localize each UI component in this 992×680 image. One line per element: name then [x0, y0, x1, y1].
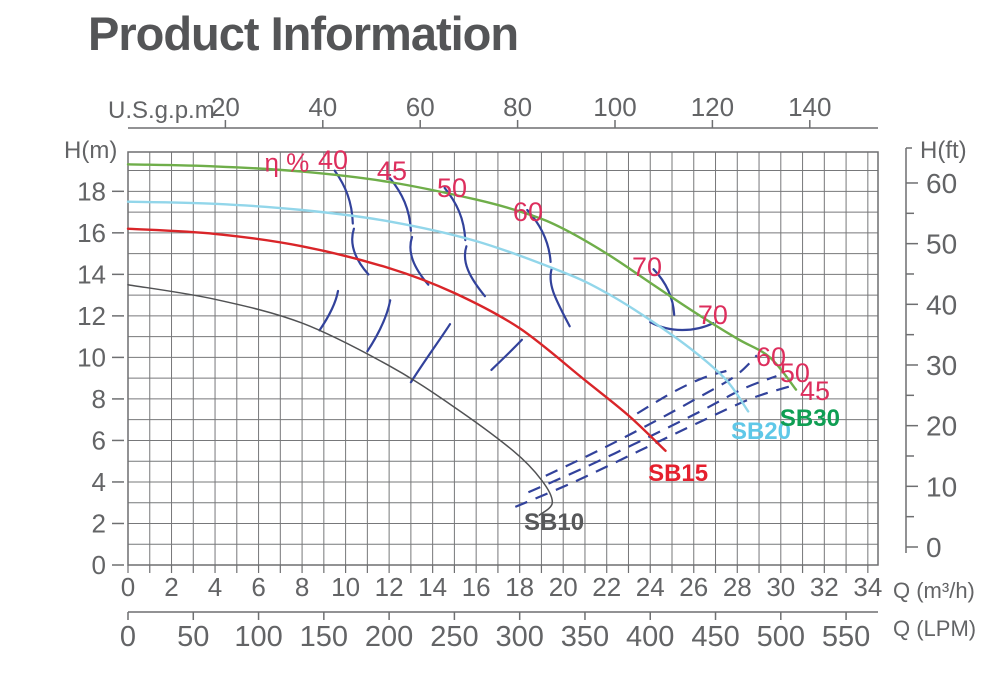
bottom-m3h-tick-label: 14: [418, 572, 447, 602]
efficiency-contour-eta50-b: [463, 245, 486, 298]
right-axis-tick-label: 30: [926, 350, 957, 381]
bottom-lpm-tick-label: 400: [626, 621, 674, 653]
top-axis-tick-label: 20: [211, 92, 240, 122]
bottom-m3h-tick-label: 6: [251, 572, 265, 602]
bottom-m3h-tick-label: 28: [723, 572, 752, 602]
bottom-lpm-unit-label: Q (LPM): [893, 616, 976, 641]
page-title: Product Information: [88, 7, 519, 60]
left-axis-tick-label: 2: [92, 508, 106, 538]
bottom-m3h-tick-label: 2: [164, 572, 178, 602]
bottom-lpm-tick-label: 350: [561, 621, 609, 653]
bottom-lpm-tick-label: 50: [177, 621, 209, 653]
bottom-m3h-unit-label: Q (m³/h): [893, 578, 975, 603]
right-axis-tick-label: 20: [926, 411, 957, 442]
bottom-m3h-tick-label: 18: [505, 572, 534, 602]
top-axis-tick-label: 40: [308, 92, 337, 122]
left-axis-tick-label: 14: [77, 259, 106, 289]
efficiency-label-50: 50: [780, 358, 810, 388]
right-axis-tick-label: 50: [926, 229, 957, 260]
bottom-m3h-tick-label: 20: [549, 572, 578, 602]
left-axis-tick-label: 18: [77, 176, 106, 206]
right-axis-tick-label: 10: [926, 471, 957, 502]
series-label-sb15: SB15: [648, 460, 708, 487]
bottom-lpm-tick-label: 450: [691, 621, 739, 653]
efficiency-contour-eta50-a: [443, 186, 467, 242]
efficiency-label-45: 45: [377, 156, 407, 186]
bottom-m3h-tick-label: 12: [375, 572, 404, 602]
bottom-lpm-tick-label: 500: [757, 621, 805, 653]
bottom-lpm-tick-label: 100: [234, 621, 282, 653]
efficiency-label-50: 50: [437, 173, 467, 203]
curve-sb20: [126, 200, 750, 413]
bottom-m3h-tick-label: 10: [331, 572, 360, 602]
efficiency-label-60: 60: [513, 197, 543, 227]
top-axis-tick-label: 100: [593, 92, 636, 122]
efficiency-label-70: 70: [632, 252, 662, 282]
efficiency-label-40: 40: [318, 145, 348, 175]
top-axis-tick-label: 80: [503, 92, 532, 122]
bottom-m3h-tick-label: 24: [636, 572, 665, 602]
efficiency-contour-eta70-a: [652, 268, 676, 316]
bottom-m3h-tick-label: 0: [121, 572, 135, 602]
curve-sb15: [126, 227, 667, 452]
left-axis-tick-label: 8: [92, 384, 106, 414]
right-axis-tick-label: 0: [926, 532, 942, 563]
plot-border: [127, 151, 879, 566]
bottom-lpm-tick-label: 150: [300, 621, 348, 653]
left-axis-tick-label: 6: [92, 425, 106, 455]
bottom-lpm-tick-label: 250: [430, 621, 478, 653]
bottom-m3h-tick-label: 30: [766, 572, 795, 602]
efficiency-contour-eta60-d: [545, 354, 758, 477]
top-axis-tick-label: 120: [691, 92, 734, 122]
bottom-m3h-tick-label: 34: [853, 572, 882, 602]
efficiency-label-60: 60: [756, 342, 786, 372]
bottom-m3h-tick-label: 4: [208, 572, 222, 602]
efficiency-label-70: 70: [698, 300, 728, 330]
bottom-m3h-tick-label: 26: [679, 572, 708, 602]
top-axis-tick-label: 60: [406, 92, 435, 122]
bottom-lpm-tick-label: 300: [495, 621, 543, 653]
curve-sb30: [126, 163, 798, 391]
left-axis-tick-label: 4: [92, 467, 106, 497]
series-label-sb30: SB30: [780, 405, 840, 432]
efficiency-contour-eta70-d: [636, 369, 727, 415]
bottom-lpm-tick-label: 200: [365, 621, 413, 653]
bottom-m3h-tick-label: 16: [462, 572, 491, 602]
left-axis-unit-label: H(m): [64, 137, 117, 164]
left-axis-tick-label: 16: [77, 218, 106, 248]
efficiency-contour-eta50-c: [409, 323, 452, 384]
series-label-sb10: SB10: [524, 509, 584, 536]
left-axis-tick-label: 0: [92, 550, 106, 580]
efficiency-label-45: 45: [800, 376, 830, 406]
bottom-m3h-tick-label: 8: [295, 572, 309, 602]
left-axis-tick-label: 10: [77, 342, 106, 372]
efficiency-contour-eta40-c: [318, 289, 340, 332]
bottom-m3h-tick-label: 22: [592, 572, 621, 602]
bottom-lpm-tick-label: 0: [120, 621, 136, 653]
efficiency-contour-eta60-b: [549, 267, 571, 328]
series-label-sb20: SB20: [731, 418, 791, 445]
efficiency-contour-eta45-d: [514, 385, 790, 508]
bottom-m3h-tick-label: 32: [810, 572, 839, 602]
efficiency-label-: η %: [264, 147, 309, 177]
top-axis-tick-label: 140: [788, 92, 831, 122]
curve-sb10: [127, 283, 554, 516]
efficiency-contour-eta45-c: [366, 299, 392, 353]
efficiency-contour-eta50-d: [527, 375, 777, 494]
bottom-lpm-tick-label: 550: [822, 621, 870, 653]
efficiency-contour-eta40-b: [351, 227, 370, 276]
efficiency-contour-eta60-c: [490, 338, 523, 371]
right-axis-tick-label: 40: [926, 289, 957, 320]
right-axis-tick-label: 60: [926, 168, 957, 199]
right-axis-unit-label: H(ft): [920, 137, 967, 164]
top-axis-unit-label: U.S.g.p.m: [108, 97, 215, 124]
left-axis-tick-label: 12: [77, 301, 106, 331]
